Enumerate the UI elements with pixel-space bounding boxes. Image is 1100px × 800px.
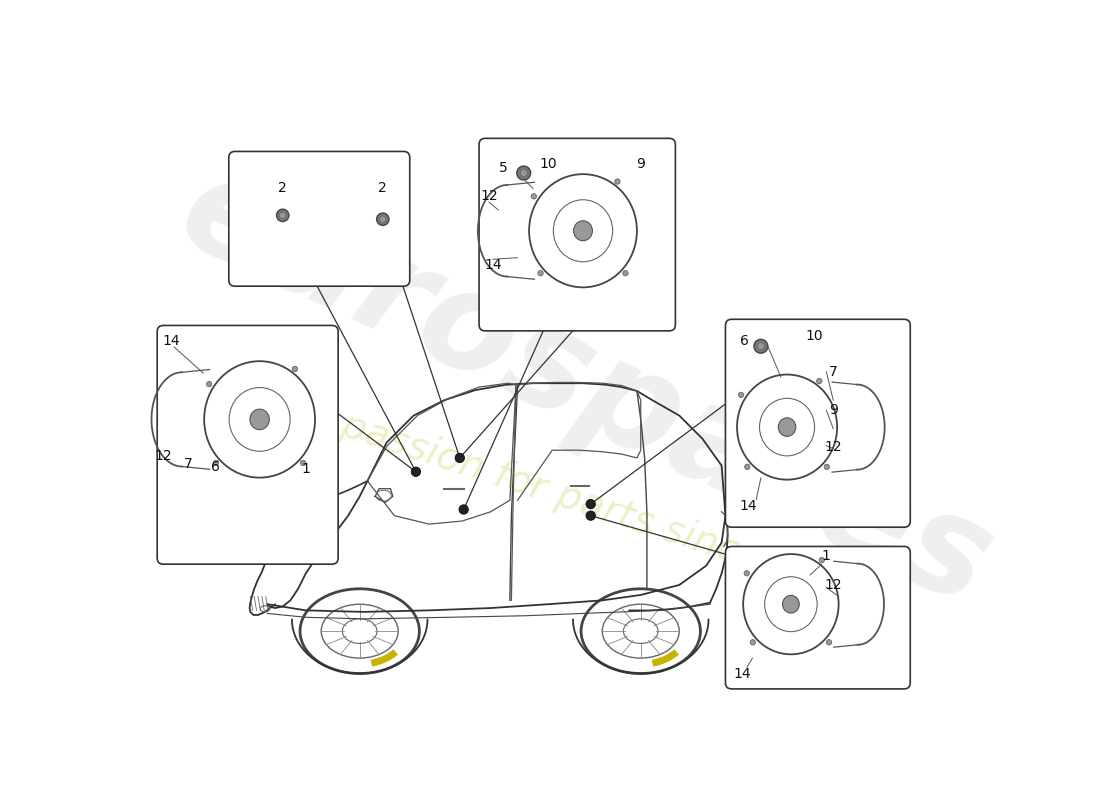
Text: 5: 5: [499, 161, 508, 174]
Circle shape: [750, 640, 756, 645]
FancyBboxPatch shape: [229, 151, 409, 286]
Circle shape: [738, 392, 744, 398]
Text: 12: 12: [481, 189, 498, 203]
Ellipse shape: [250, 409, 270, 430]
Text: eurospares: eurospares: [161, 142, 1013, 635]
Text: 9: 9: [828, 403, 838, 417]
Text: a passion for parts since 1985: a passion for parts since 1985: [301, 395, 872, 613]
Text: 14: 14: [484, 258, 502, 272]
Circle shape: [586, 499, 595, 509]
Text: 6: 6: [211, 460, 220, 474]
Circle shape: [531, 194, 537, 199]
Text: 1: 1: [301, 462, 310, 476]
Text: 14: 14: [739, 498, 758, 513]
Circle shape: [816, 378, 822, 384]
Circle shape: [824, 464, 829, 470]
Circle shape: [826, 640, 832, 645]
Text: 12: 12: [154, 450, 173, 463]
Text: 10: 10: [805, 330, 823, 343]
Circle shape: [376, 213, 389, 226]
Circle shape: [207, 382, 212, 386]
Text: 14: 14: [734, 666, 751, 681]
Circle shape: [615, 179, 620, 184]
Text: 14: 14: [162, 334, 180, 348]
Text: 1: 1: [821, 550, 830, 563]
Circle shape: [411, 467, 420, 476]
Circle shape: [276, 209, 289, 222]
Circle shape: [586, 511, 595, 520]
Circle shape: [459, 505, 469, 514]
Text: 10: 10: [539, 157, 558, 170]
Circle shape: [754, 339, 768, 353]
Ellipse shape: [779, 418, 795, 436]
Circle shape: [623, 270, 628, 276]
Circle shape: [293, 366, 298, 372]
Circle shape: [455, 454, 464, 462]
Circle shape: [379, 216, 386, 222]
Circle shape: [279, 212, 286, 218]
Circle shape: [538, 270, 543, 276]
Circle shape: [744, 570, 749, 576]
Ellipse shape: [573, 221, 593, 241]
Text: 7: 7: [829, 365, 837, 378]
Text: 12: 12: [824, 440, 843, 454]
FancyBboxPatch shape: [480, 138, 675, 331]
Text: 7: 7: [184, 457, 192, 471]
Circle shape: [213, 460, 219, 466]
Circle shape: [517, 166, 530, 180]
Text: 6: 6: [740, 334, 749, 348]
FancyBboxPatch shape: [726, 546, 911, 689]
FancyBboxPatch shape: [726, 319, 911, 527]
Circle shape: [745, 464, 750, 470]
Text: 12: 12: [824, 578, 843, 592]
Ellipse shape: [782, 595, 800, 613]
FancyBboxPatch shape: [157, 326, 338, 564]
Text: 2: 2: [378, 182, 387, 195]
Circle shape: [520, 170, 527, 177]
Circle shape: [758, 342, 764, 350]
Text: 2: 2: [278, 182, 287, 195]
Circle shape: [300, 460, 306, 466]
Circle shape: [820, 558, 825, 562]
Text: 9: 9: [636, 157, 646, 170]
